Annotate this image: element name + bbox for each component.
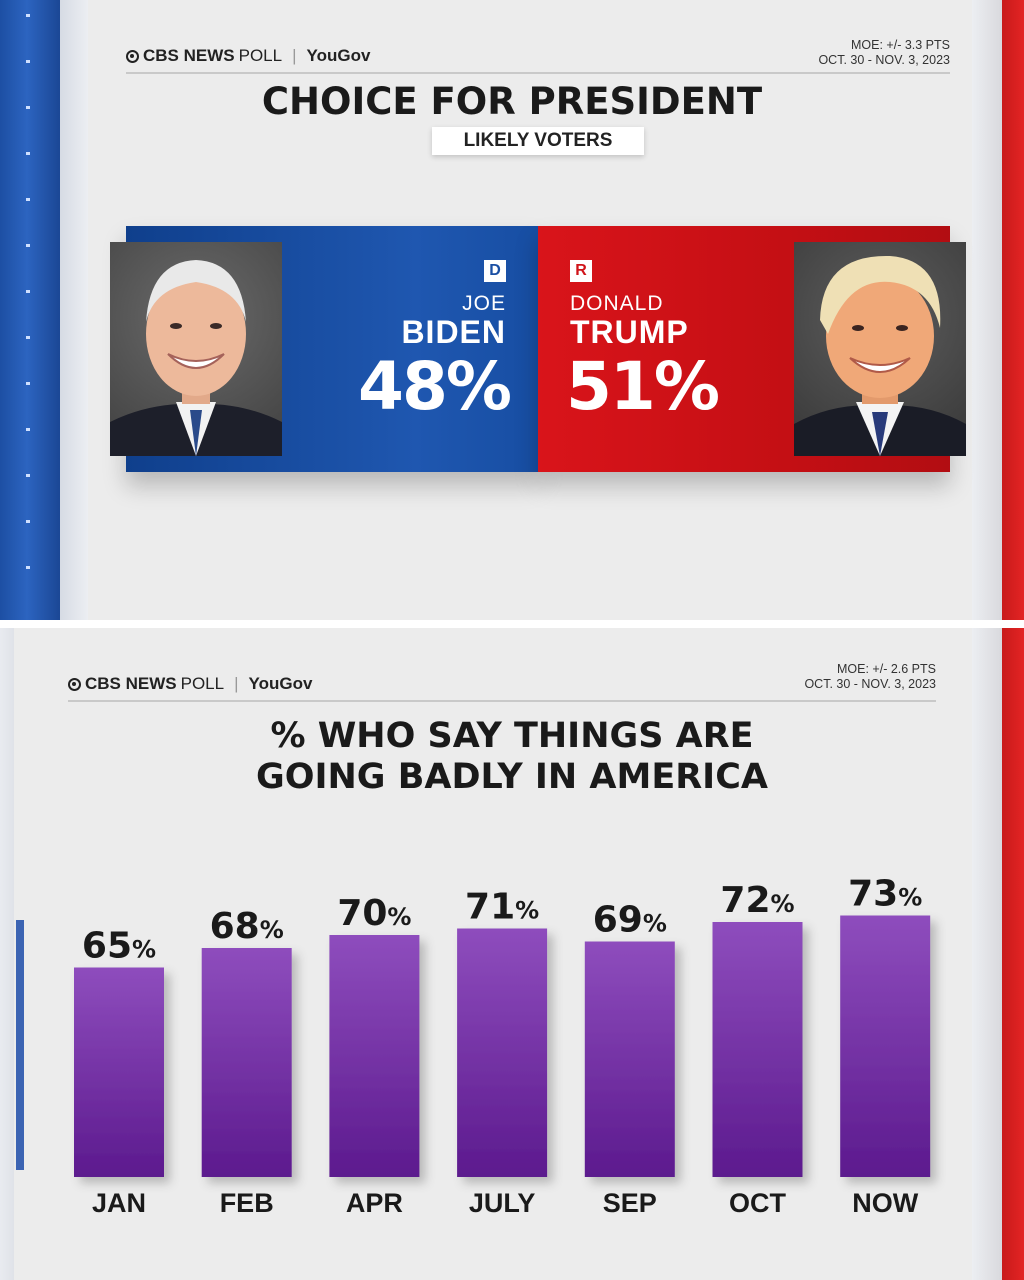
biden-percentage: 48% — [358, 348, 512, 425]
cbs-eye-icon — [68, 677, 81, 691]
biden-first-name: JOE — [462, 292, 506, 315]
category-label: APR — [346, 1188, 403, 1218]
category-label: FEB — [220, 1188, 274, 1218]
right-red-rail — [1002, 0, 1024, 620]
logo-partner: YouGov — [248, 674, 313, 693]
trump-percentage: 51% — [566, 348, 720, 425]
bar-sep — [584, 941, 675, 1177]
logo-separator: | — [234, 674, 239, 693]
header-rule — [126, 72, 950, 74]
margin-of-error-bottom: MOE: +/- 2.6 PTS OCT. 30 - NOV. 3, 2023 — [804, 662, 936, 692]
poll-dates: OCT. 30 - NOV. 3, 2023 — [804, 677, 936, 691]
panel-choice-for-president: CBS NEWS POLL | YouGov MOE: +/- 3.3 PTS … — [0, 0, 1024, 620]
category-label: NOW — [852, 1188, 919, 1218]
header-rule-bottom — [68, 700, 936, 702]
bar-value-label: 73% — [848, 874, 922, 915]
panel-things-going-badly: CBS NEWS POLL | YouGov MOE: +/- 2.6 PTS … — [0, 628, 1024, 1280]
logo-separator: | — [292, 46, 297, 65]
trump-first-name: DONALD — [570, 292, 664, 315]
bar-value-label: 65% — [82, 926, 156, 967]
bar-value-label: 69% — [593, 900, 667, 941]
left-blue-rail — [0, 0, 60, 620]
logo-brand: CBS NEWS — [85, 674, 177, 693]
right-red-rail-bottom — [1002, 628, 1024, 1280]
cbs-yougov-logo: CBS NEWS POLL | YouGov — [126, 46, 370, 66]
bar-jan — [74, 967, 164, 1177]
logo-brand: CBS NEWS — [143, 46, 235, 65]
poll-dates: OCT. 30 - NOV. 3, 2023 — [818, 53, 950, 67]
bar-value-label: 70% — [337, 893, 411, 934]
logo-poll: POLL — [238, 46, 283, 65]
bar-value-label: 71% — [465, 887, 539, 928]
left-light-rail — [60, 0, 88, 620]
cbs-yougov-logo-bottom: CBS NEWS POLL | YouGov — [68, 674, 312, 694]
bar-chart: 65% JAN 68% FEB 70% APR 71% JULY 69% SEP 72% OCT 73%… — [74, 874, 931, 1218]
trump-portrait — [794, 242, 966, 456]
bar-feb — [201, 948, 292, 1177]
category-label: JULY — [469, 1188, 536, 1218]
trump-last-name: TRUMP — [570, 314, 689, 350]
bar-now — [840, 915, 931, 1177]
margin-of-error: MOE: +/- 3.3 PTS OCT. 30 - NOV. 3, 2023 — [818, 38, 950, 68]
chart-title-line1: % WHO SAY THINGS ARE — [270, 716, 754, 756]
page-title: CHOICE FOR PRESIDENT — [261, 80, 763, 123]
bar-value-label: 72% — [720, 880, 794, 921]
chart-title: % WHO SAY THINGS ARE GOING BADLY IN AMER… — [0, 716, 1024, 798]
biden-portrait — [110, 242, 282, 456]
right-light-rail-bottom — [972, 628, 1002, 1280]
bar-apr — [329, 935, 420, 1177]
republican-badge: R — [570, 260, 592, 282]
bar-value-label: 68% — [210, 906, 284, 947]
left-light-rail-bottom — [0, 628, 14, 1280]
cbs-eye-icon — [126, 49, 139, 63]
subtitle-likely-voters: LIKELY VOTERS — [432, 127, 644, 155]
biden-last-name: BIDEN — [401, 314, 506, 350]
moe-line: MOE: +/- 2.6 PTS — [837, 662, 936, 676]
bar-july — [457, 928, 548, 1177]
category-label: SEP — [603, 1188, 657, 1218]
category-label: OCT — [729, 1188, 787, 1218]
moe-line: MOE: +/- 3.3 PTS — [851, 38, 950, 52]
democrat-badge: D — [484, 260, 506, 282]
bar-oct — [712, 922, 803, 1177]
left-blue-accent — [16, 920, 24, 1170]
logo-poll: POLL — [180, 674, 225, 693]
logo-partner: YouGov — [306, 46, 371, 65]
category-label: JAN — [92, 1188, 146, 1218]
right-light-rail — [972, 0, 1002, 620]
chart-title-line2: GOING BADLY IN AMERICA — [256, 757, 768, 797]
